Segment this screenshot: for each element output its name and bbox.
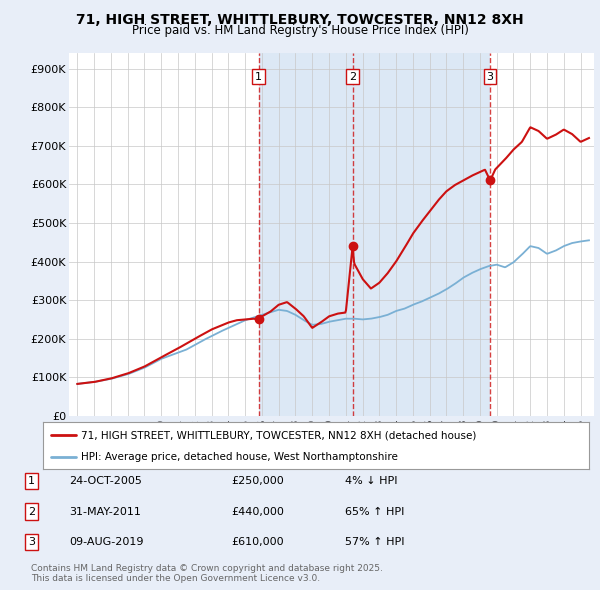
Text: £250,000: £250,000 xyxy=(231,476,284,486)
Bar xyxy=(259,53,490,416)
Text: 09-AUG-2019: 09-AUG-2019 xyxy=(69,537,143,547)
Text: 1: 1 xyxy=(255,72,262,81)
Text: 1: 1 xyxy=(28,476,35,486)
Text: Contains HM Land Registry data © Crown copyright and database right 2025.
This d: Contains HM Land Registry data © Crown c… xyxy=(31,563,383,583)
Text: 3: 3 xyxy=(28,537,35,547)
Text: 31-MAY-2011: 31-MAY-2011 xyxy=(69,507,141,516)
Text: Price paid vs. HM Land Registry's House Price Index (HPI): Price paid vs. HM Land Registry's House … xyxy=(131,24,469,37)
Text: 3: 3 xyxy=(487,72,494,81)
Text: 57% ↑ HPI: 57% ↑ HPI xyxy=(345,537,404,547)
Text: £440,000: £440,000 xyxy=(231,507,284,516)
Text: 71, HIGH STREET, WHITTLEBURY, TOWCESTER, NN12 8XH (detached house): 71, HIGH STREET, WHITTLEBURY, TOWCESTER,… xyxy=(82,430,477,440)
Text: 24-OCT-2005: 24-OCT-2005 xyxy=(69,476,142,486)
Text: 65% ↑ HPI: 65% ↑ HPI xyxy=(345,507,404,516)
Text: HPI: Average price, detached house, West Northamptonshire: HPI: Average price, detached house, West… xyxy=(82,452,398,462)
Text: 71, HIGH STREET, WHITTLEBURY, TOWCESTER, NN12 8XH: 71, HIGH STREET, WHITTLEBURY, TOWCESTER,… xyxy=(76,13,524,27)
Text: 4% ↓ HPI: 4% ↓ HPI xyxy=(345,476,398,486)
Text: 2: 2 xyxy=(28,507,35,516)
Text: 2: 2 xyxy=(349,72,356,81)
Text: £610,000: £610,000 xyxy=(231,537,284,547)
